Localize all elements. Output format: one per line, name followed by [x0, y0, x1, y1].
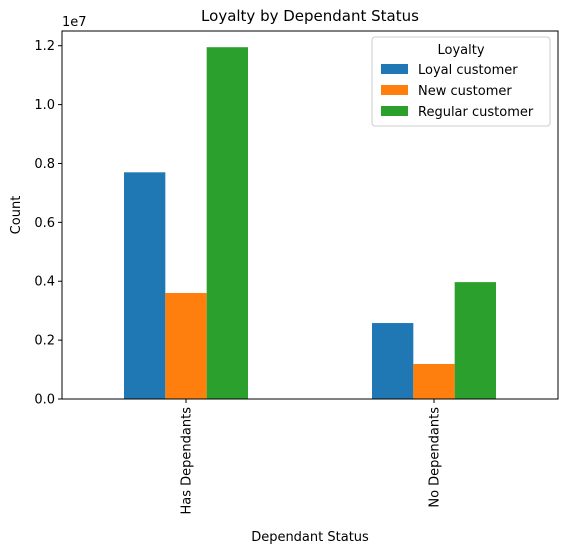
y-offset-label: 1e7 [62, 15, 87, 30]
bars [124, 47, 496, 399]
y-axis-ticks: 0.0 0.2 0.4 0.6 0.8 1.0 1.2 [34, 39, 62, 408]
x-axis-ticks: Has Dependants No Dependants [180, 399, 443, 514]
bar [413, 363, 455, 399]
legend-entry-label: New customer [418, 84, 512, 99]
y-tick-label: 0.0 [34, 393, 55, 408]
bar [165, 293, 207, 399]
chart-title: Loyalty by Dependant Status [201, 7, 419, 25]
bar [372, 323, 414, 399]
legend-entry-label: Regular customer [418, 105, 534, 120]
bar [124, 172, 166, 399]
x-tick-label: Has Dependants [180, 407, 195, 515]
legend-title: Loyalty [437, 43, 484, 58]
x-axis-label: Dependant Status [251, 530, 369, 545]
y-tick-label: 0.2 [34, 334, 55, 349]
y-tick-label: 1.2 [34, 39, 55, 54]
y-axis-label: Count [9, 196, 24, 235]
legend-swatch [381, 85, 408, 95]
plot-frame [61, 30, 559, 400]
y-tick-label: 0.6 [34, 216, 55, 231]
legend-entry-label: Loyal customer [418, 63, 518, 78]
legend-swatch [381, 64, 408, 74]
bar [454, 282, 496, 399]
y-tick-label: 0.4 [34, 275, 55, 290]
x-tick-label: No Dependants [428, 407, 443, 508]
bar [206, 47, 248, 399]
legend-frame [371, 36, 551, 127]
y-tick-label: 1.0 [34, 98, 55, 113]
y-tick-label: 0.8 [34, 157, 55, 172]
legend-swatch [381, 106, 408, 116]
legend: Loyalty Loyal customer New customer Regula… [371, 36, 551, 127]
